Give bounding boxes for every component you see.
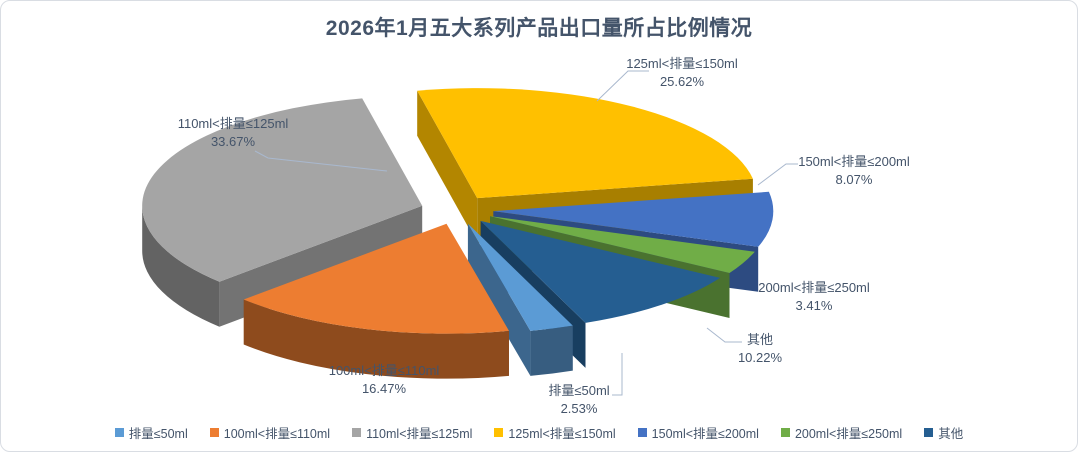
legend-swatch <box>209 428 219 437</box>
slice-percent: 3.41% <box>795 298 833 313</box>
legend-swatch <box>924 428 934 437</box>
legend-label: 100ml<排量≤110ml <box>223 427 331 441</box>
legend-item-100-110ml: 100ml<排量≤110ml <box>209 423 331 442</box>
callout-slice-125-150ml: 125ml<排量≤150ml 25.62% <box>626 55 738 91</box>
legend-label: 150ml<排量≤200ml <box>651 427 759 441</box>
slice-percent: 25.62% <box>659 74 705 89</box>
callout-slice-le50ml: 排量≤50ml 2.53% <box>548 382 609 418</box>
callout-slice-100-110ml: 100ml<排量≤110ml 16.47% <box>329 362 440 398</box>
slice-label: 110ml<排量≤125ml <box>177 116 289 131</box>
slice-percent: 8.07% <box>835 172 873 187</box>
legend-swatch <box>780 428 790 437</box>
legend-item-110-125ml: 110ml<排量≤125ml <box>352 423 472 442</box>
callout-slice-150-200ml: 150ml<排量≤200ml 8.07% <box>798 153 910 189</box>
legend-swatch <box>494 428 504 437</box>
slice-percent: 33.67% <box>210 134 256 149</box>
slice-label: 100ml<排量≤110ml <box>328 363 440 378</box>
slice-label: 200ml<排量≤250ml <box>758 280 870 295</box>
legend-label: 其他 <box>938 427 964 441</box>
chart-title: 2026年1月五大系列产品出口量所占比例情况 <box>325 17 753 40</box>
slice-percent: 2.53% <box>560 401 598 416</box>
legend-swatch <box>114 428 124 437</box>
legend-item-200-250ml: 200ml<排量≤250ml <box>780 423 903 442</box>
callout-slice-other: 其他 10.22% <box>738 331 782 367</box>
legend-label: 200ml<排量≤250ml <box>794 427 903 441</box>
legend-item-other: 其他 <box>924 423 963 442</box>
legend-item-125-150ml: 125ml<排量≤150ml <box>494 423 616 442</box>
slice-label: 排量≤50ml <box>548 383 610 398</box>
callout-slice-110-125ml: 110ml<排量≤125ml 33.67% <box>178 115 289 151</box>
slice-label: 其他 <box>746 332 773 347</box>
callout-slice-200-250ml: 200ml<排量≤250ml 3.41% <box>758 279 870 315</box>
slice-label: 125ml<排量≤150ml <box>626 56 738 71</box>
legend-item-le50ml: 排量≤50ml <box>114 423 188 442</box>
legend-swatch <box>637 428 647 437</box>
slice-label: 150ml<排量≤200ml <box>798 154 910 169</box>
legend-label: 125ml<排量≤150ml <box>508 427 616 441</box>
legend-label: 排量≤50ml <box>128 427 188 441</box>
legend-item-150-200ml: 150ml<排量≤200ml <box>637 423 759 442</box>
legend-label: 110ml<排量≤125ml <box>366 427 473 441</box>
slice-percent: 16.47% <box>361 381 407 396</box>
legend-swatch <box>352 428 362 437</box>
legend: 排量≤50ml 100ml<排量≤110ml 110ml<排量≤125ml 12… <box>1 423 1077 442</box>
slice-percent: 10.22% <box>737 350 783 365</box>
